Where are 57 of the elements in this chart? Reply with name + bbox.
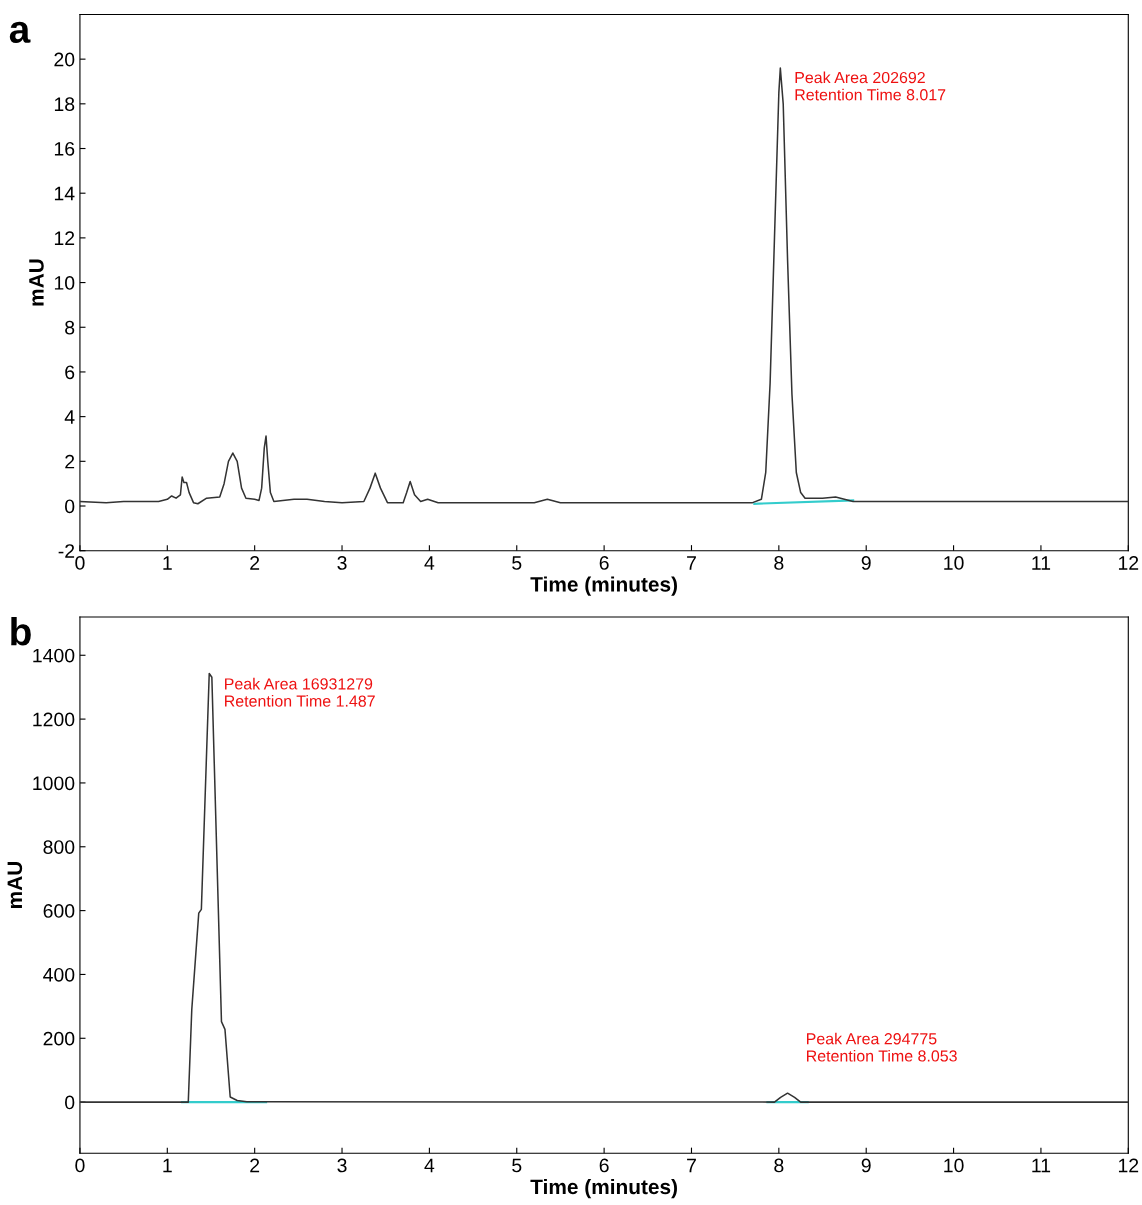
y-tick-label: -2 — [58, 544, 75, 558]
x-tick-label: 11 — [1032, 556, 1051, 570]
y-tick-label: 0 — [65, 1095, 75, 1110]
x-tick-label: 12 — [1118, 556, 1139, 570]
x-tick-label: 0 — [75, 1158, 85, 1173]
x-tick-label: 2 — [250, 1158, 260, 1173]
x-tick-label: 9 — [861, 1158, 871, 1173]
y-tick-label: 2 — [65, 454, 75, 469]
x-tick-label: 3 — [337, 1158, 347, 1173]
x-axis-title: Time (minutes) — [530, 576, 677, 596]
x-tick-label: 4 — [424, 556, 435, 570]
y-tick-label: 1400 — [33, 648, 75, 663]
y-tick-label: 4 — [64, 410, 75, 424]
x-tick-label: 2 — [250, 556, 260, 570]
x-tick-label: 8 — [774, 556, 784, 570]
x-tick-label: 7 — [687, 556, 696, 570]
y-tick-label: 400 — [43, 967, 75, 982]
y-tick-label: 0 — [65, 499, 75, 514]
chart-title: b — [11, 616, 31, 646]
y-tick-label: 200 — [43, 1031, 75, 1046]
x-tick-label: 10 — [944, 556, 964, 570]
y-tick-label: 8 — [65, 320, 75, 335]
chart-title: a — [9, 21, 31, 44]
x-tick-label: 7 — [687, 1158, 696, 1173]
x-tick-label: 1 — [163, 556, 172, 570]
y-tick-label: 600 — [43, 904, 75, 918]
y-tick-label: 10 — [54, 276, 75, 290]
x-tick-label: 0 — [75, 556, 85, 570]
x-axis-title: Time (minutes) — [530, 1178, 677, 1199]
annotation: Peak Area 202692 Retention Time 8.017 — [795, 71, 946, 101]
x-tick-label: 5 — [512, 556, 522, 570]
y-axis-title: mAU — [7, 862, 23, 909]
annotation: Peak Area 294775 Retention Time 8.053 — [807, 1032, 957, 1062]
y-tick-label: 20 — [54, 52, 75, 67]
x-tick-label: 5 — [512, 1158, 522, 1173]
y-tick-label: 14 — [54, 186, 75, 201]
y-tick-label: 18 — [54, 97, 75, 112]
x-tick-label: 6 — [599, 1158, 609, 1173]
y-tick-label: 16 — [54, 141, 75, 156]
x-tick-label: 3 — [337, 556, 347, 570]
y-tick-label: 12 — [54, 231, 75, 245]
y-tick-label: 800 — [43, 840, 75, 855]
x-tick-label: 1 — [163, 1158, 172, 1173]
y-tick-label: 1000 — [33, 776, 75, 791]
x-tick-label: 9 — [861, 556, 871, 570]
line-series — [79, 67, 1129, 505]
x-tick-label: 11 — [1032, 1158, 1051, 1173]
y-tick-label: 1200 — [33, 712, 75, 727]
annotation: Peak Area 16931279 Retention Time 1.487 — [225, 677, 375, 707]
line-series — [79, 672, 1129, 1103]
x-tick-label: 12 — [1118, 1158, 1139, 1173]
y-tick-label: 6 — [65, 365, 75, 380]
x-tick-label: 4 — [424, 1158, 435, 1173]
x-tick-label: 6 — [599, 556, 609, 570]
y-axis-title: mAU — [29, 259, 44, 306]
x-tick-label: 10 — [944, 1158, 964, 1173]
x-tick-label: 8 — [774, 1158, 784, 1173]
